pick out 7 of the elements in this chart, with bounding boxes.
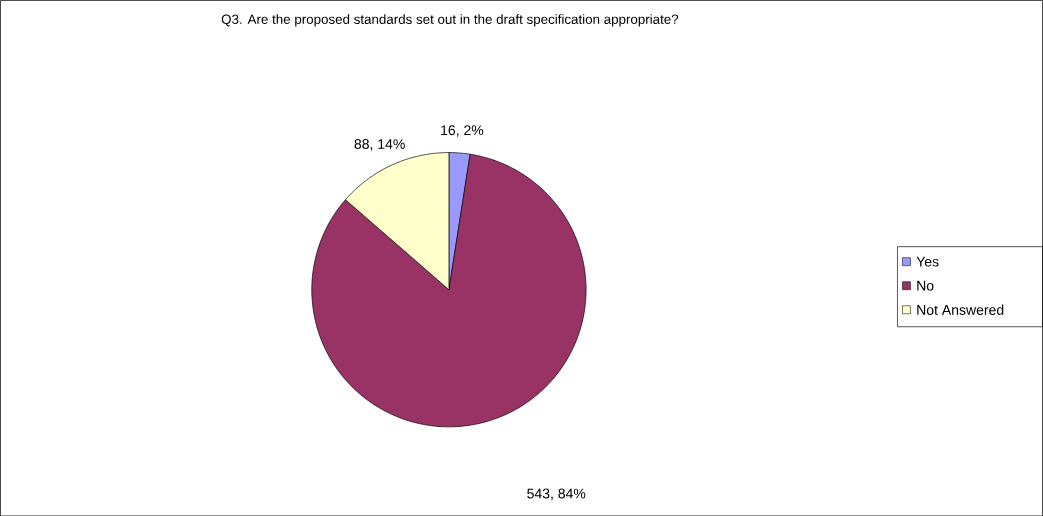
data-label: 543, 84% <box>527 488 586 500</box>
chart-title: Q3. Are the proposed standards set out in the draft specification appropriate? <box>221 14 679 27</box>
legend-label: Yes <box>916 256 939 267</box>
data-label: 88, 14% <box>354 138 405 151</box>
legend-label: Not Answered <box>917 304 1004 315</box>
legend-label: No <box>917 280 934 291</box>
data-label: 16, 2% <box>441 125 484 137</box>
